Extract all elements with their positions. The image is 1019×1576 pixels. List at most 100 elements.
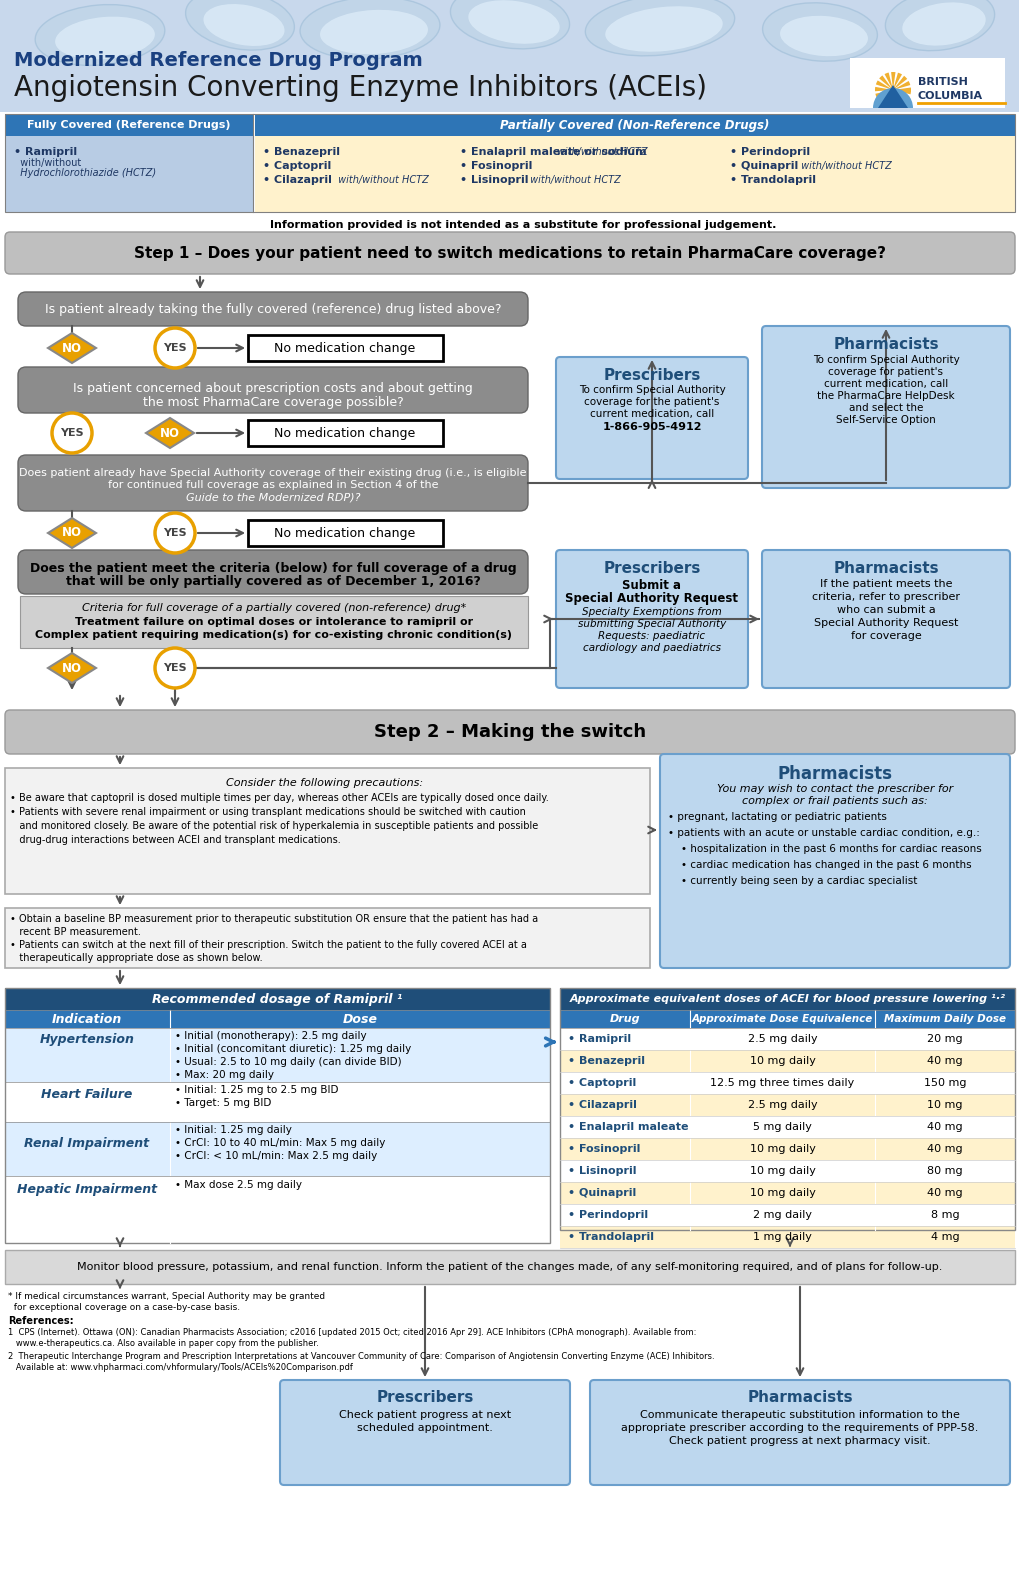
Text: Modernized Reference Drug Program: Modernized Reference Drug Program <box>14 50 422 69</box>
Wedge shape <box>891 72 895 90</box>
Text: Is patient already taking the fully covered (reference) drug listed above?: Is patient already taking the fully cove… <box>45 303 500 315</box>
Bar <box>5 136 253 213</box>
Text: No medication change: No medication change <box>274 342 415 355</box>
Polygon shape <box>146 418 194 448</box>
Text: scheduled appointment.: scheduled appointment. <box>357 1423 492 1433</box>
Ellipse shape <box>762 3 876 61</box>
Text: • Obtain a baseline BP measurement prior to therapeutic substitution OR ensure t: • Obtain a baseline BP measurement prior… <box>10 914 538 924</box>
Wedge shape <box>892 76 906 90</box>
Polygon shape <box>48 519 96 548</box>
Text: • Patients can switch at the next fill of their prescription. Switch the patient: • Patients can switch at the next fill o… <box>10 939 527 950</box>
Text: 2.5 mg daily: 2.5 mg daily <box>747 1034 816 1043</box>
Text: Approximate Dose Equivalence: Approximate Dose Equivalence <box>691 1013 872 1024</box>
Wedge shape <box>892 90 910 95</box>
Text: Available at: www.vhpharmaci.com/vhformulary/Tools/ACEIs%20Comparison.pdf: Available at: www.vhpharmaci.com/vhformu… <box>8 1363 353 1373</box>
Wedge shape <box>892 90 900 107</box>
Bar <box>559 1028 1014 1050</box>
Text: 10 mg daily: 10 mg daily <box>749 1144 814 1154</box>
Text: NO: NO <box>160 427 179 440</box>
FancyBboxPatch shape <box>5 711 1014 753</box>
Text: Hydrochlorothiazide (HCTZ): Hydrochlorothiazide (HCTZ) <box>14 169 156 178</box>
Text: Heart Failure: Heart Failure <box>42 1087 132 1100</box>
Bar <box>5 113 253 136</box>
Text: Requests: paediatric: Requests: paediatric <box>598 630 705 641</box>
Ellipse shape <box>36 5 165 66</box>
Wedge shape <box>878 76 892 90</box>
Text: 8 mg: 8 mg <box>929 1210 959 1220</box>
Text: You may wish to contact the prescriber for: You may wish to contact the prescriber f… <box>716 783 952 794</box>
Text: • Initial: 1.25 mg daily: • Initial: 1.25 mg daily <box>175 1125 291 1135</box>
Text: therapeutically appropriate dose as shown below.: therapeutically appropriate dose as show… <box>10 953 262 963</box>
Text: 40 mg: 40 mg <box>926 1144 962 1154</box>
FancyBboxPatch shape <box>280 1381 570 1485</box>
Text: 1 mg daily: 1 mg daily <box>752 1232 811 1242</box>
Text: • cardiac medication has changed in the past 6 months: • cardiac medication has changed in the … <box>667 860 971 870</box>
Text: • Patients with severe renal impairment or using transplant medications should b: • Patients with severe renal impairment … <box>10 807 526 816</box>
Text: Hypertension: Hypertension <box>40 1034 135 1046</box>
Circle shape <box>52 413 92 452</box>
Text: • Usual: 2.5 to 10 mg daily (can divide BID): • Usual: 2.5 to 10 mg daily (can divide … <box>175 1057 401 1067</box>
Bar <box>689 1010 874 1028</box>
FancyBboxPatch shape <box>18 367 528 413</box>
Text: • Initial (monotherapy): 2.5 mg daily: • Initial (monotherapy): 2.5 mg daily <box>175 1031 366 1042</box>
Text: NO: NO <box>62 526 82 539</box>
Bar <box>255 113 1014 136</box>
Text: Criteria for full coverage of a partially covered (non-reference) drug*: Criteria for full coverage of a partiall… <box>82 604 466 613</box>
Text: Submit a: Submit a <box>622 578 681 593</box>
Text: • Ramipril: • Ramipril <box>14 147 77 158</box>
Text: Pharmacists: Pharmacists <box>833 561 937 575</box>
Text: Angiotensin Converting Enzyme Inhibitors (ACEIs): Angiotensin Converting Enzyme Inhibitors… <box>14 74 706 102</box>
Ellipse shape <box>604 6 722 52</box>
Text: • Benazepril: • Benazepril <box>568 1056 644 1065</box>
Text: 1  CPS (Internet). Ottawa (ON): Canadian Pharmacists Association; c2016 [updated: 1 CPS (Internet). Ottawa (ON): Canadian … <box>8 1329 696 1336</box>
Bar <box>5 988 549 1010</box>
Wedge shape <box>892 90 905 106</box>
FancyBboxPatch shape <box>5 232 1014 274</box>
Text: Does the patient meet the criteria (below) for full coverage of a drug: Does the patient meet the criteria (belo… <box>30 563 516 575</box>
Text: Maximum Daily Dose: Maximum Daily Dose <box>883 1013 1005 1024</box>
Wedge shape <box>892 80 909 90</box>
Text: • Perindopril: • Perindopril <box>568 1210 647 1220</box>
Text: • Fosinopril: • Fosinopril <box>568 1144 640 1154</box>
Text: If the patient meets the: If the patient meets the <box>819 578 952 589</box>
Text: 40 mg: 40 mg <box>926 1056 962 1065</box>
Wedge shape <box>892 72 901 90</box>
Ellipse shape <box>884 0 994 50</box>
Text: • Enalapril maleate: • Enalapril maleate <box>568 1122 688 1132</box>
Wedge shape <box>892 88 910 91</box>
Text: Complex patient requiring medication(s) for co-existing chronic condition(s): Complex patient requiring medication(s) … <box>36 630 512 640</box>
Bar <box>559 988 1014 1010</box>
Text: Check patient progress at next: Check patient progress at next <box>338 1411 511 1420</box>
Text: Renal Impairment: Renal Impairment <box>24 1136 150 1149</box>
Text: • Target: 5 mg BID: • Target: 5 mg BID <box>175 1098 271 1108</box>
FancyBboxPatch shape <box>589 1381 1009 1485</box>
Text: 150 mg: 150 mg <box>923 1078 965 1087</box>
Text: 40 mg: 40 mg <box>926 1122 962 1132</box>
Text: current medication, call: current medication, call <box>589 410 713 419</box>
Ellipse shape <box>185 0 294 50</box>
Text: • Quinapril: • Quinapril <box>730 161 798 172</box>
Bar <box>874 1010 1014 1028</box>
Text: • Lisinopril: • Lisinopril <box>460 175 528 184</box>
Ellipse shape <box>203 5 284 46</box>
Text: • Captopril: • Captopril <box>568 1078 636 1087</box>
Text: 12.5 mg three times daily: 12.5 mg three times daily <box>709 1078 854 1087</box>
Ellipse shape <box>902 3 984 46</box>
Text: 2  Therapeutic Interchange Program and Prescription Interpretations at Vancouver: 2 Therapeutic Interchange Program and Pr… <box>8 1352 714 1362</box>
Text: 80 mg: 80 mg <box>926 1166 962 1176</box>
Wedge shape <box>889 90 893 109</box>
Text: • Lisinopril: • Lisinopril <box>568 1166 636 1176</box>
Text: Consider the following precautions:: Consider the following precautions: <box>226 779 423 788</box>
Circle shape <box>155 648 195 689</box>
Text: No medication change: No medication change <box>274 427 415 440</box>
Bar <box>559 1226 1014 1248</box>
Ellipse shape <box>450 0 569 49</box>
Text: Does patient already have Special Authority coverage of their existing drug (i.e: Does patient already have Special Author… <box>19 468 526 478</box>
FancyBboxPatch shape <box>555 550 747 689</box>
Text: appropriate prescriber according to the requirements of PPP-58.: appropriate prescriber according to the … <box>621 1423 977 1433</box>
Text: Prescribers: Prescribers <box>602 369 700 383</box>
Bar <box>5 1010 170 1028</box>
Text: recent BP measurement.: recent BP measurement. <box>10 927 141 938</box>
FancyBboxPatch shape <box>761 326 1009 489</box>
Bar <box>255 136 1014 213</box>
